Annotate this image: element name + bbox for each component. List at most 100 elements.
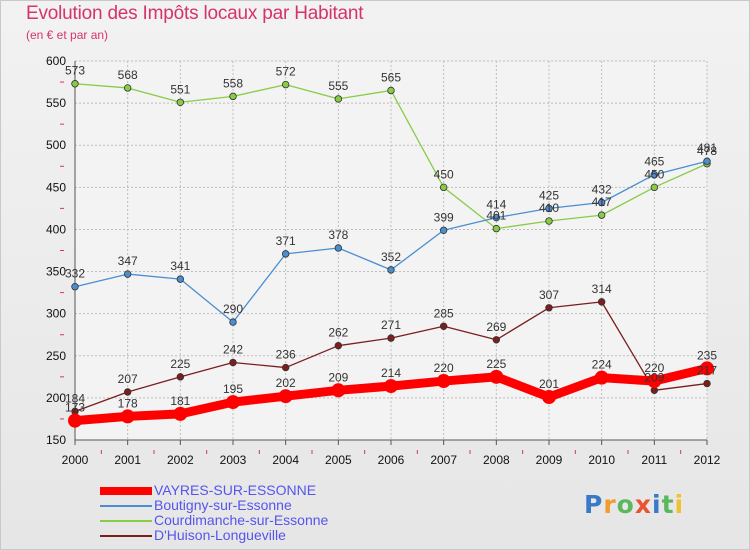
data-point [387, 266, 395, 274]
data-label: 572 [276, 65, 296, 79]
data-label: 478 [697, 144, 717, 158]
data-label: 173 [65, 401, 85, 415]
legend-swatch [100, 487, 152, 495]
logo-letter: P [584, 490, 604, 519]
y-tick-label: 150 [46, 433, 66, 447]
x-tick-label: 2002 [167, 453, 194, 467]
data-label: 417 [592, 195, 612, 209]
data-point [229, 358, 237, 367]
data-point [545, 304, 553, 312]
data-point [229, 318, 237, 326]
data-label: 314 [592, 282, 612, 296]
logo-letter: x [634, 490, 652, 519]
series-layer [68, 80, 714, 428]
legend-item: Boutigny-sur-Essonne [100, 497, 420, 513]
data-label: 242 [223, 343, 243, 357]
legend-swatch [100, 520, 152, 522]
data-point [173, 406, 188, 421]
data-point [545, 204, 553, 213]
data-point [71, 80, 79, 88]
logo-letter: r [603, 490, 617, 519]
data-label: 481 [697, 141, 717, 155]
y-tick-label: 550 [46, 96, 66, 110]
data-point [71, 283, 79, 291]
data-point [176, 275, 185, 283]
data-point [278, 389, 293, 404]
data-label: 341 [170, 259, 190, 273]
y-tick-label: 350 [46, 265, 66, 279]
legend-label: D'Huison-Longueville [154, 527, 286, 543]
data-label: 225 [486, 357, 506, 371]
data-label: 401 [486, 209, 506, 223]
data-label: 573 [65, 64, 85, 78]
data-point [281, 363, 290, 372]
data-point [650, 170, 659, 179]
data-label: 551 [170, 82, 190, 96]
data-labels: 573 568 551 558 572 555 565 450 401 410 417 450 478 3… [65, 64, 717, 415]
data-label: 195 [223, 382, 243, 396]
data-point [331, 383, 346, 398]
chart-title: Evolution des Impôts locaux par Habitant [26, 3, 364, 24]
data-label: 201 [539, 377, 559, 391]
data-label: 236 [276, 348, 296, 362]
legend-item: D'Huison-Longueville [100, 527, 420, 543]
y-tick-label: 200 [46, 391, 66, 405]
data-point [436, 374, 451, 389]
data-point [703, 157, 711, 165]
data-label: 450 [434, 167, 454, 181]
data-point [68, 413, 82, 428]
data-point [123, 84, 132, 92]
data-label: 555 [328, 79, 348, 93]
data-label: 178 [118, 396, 138, 410]
data-label: 352 [381, 250, 401, 264]
y-tick-label: 400 [46, 222, 66, 236]
data-point [334, 95, 343, 103]
data-point [542, 390, 556, 405]
data-point [120, 409, 135, 424]
x-tick-label: 2005 [325, 453, 352, 467]
data-point [597, 298, 606, 306]
legend-swatch [100, 535, 152, 537]
data-label: 432 [592, 182, 612, 196]
data-point [492, 336, 501, 344]
data-label: 207 [118, 372, 138, 386]
axes: 150 200 250 300 350 400 450 500 550 600 2000 2001 20… [46, 54, 721, 467]
data-label: 220 [434, 361, 454, 375]
x-tick-label: 2004 [272, 453, 299, 467]
data-label: 465 [644, 155, 664, 169]
data-point [597, 198, 606, 207]
x-tick-label: 2007 [430, 453, 457, 467]
data-point [647, 374, 662, 389]
legend-label: Courdimanche-sur-Essonne [154, 512, 329, 528]
data-point [650, 183, 659, 192]
data-point [229, 92, 237, 101]
logo-letter: i [652, 490, 662, 519]
data-label: 269 [486, 320, 506, 334]
logo-letter: t [661, 490, 675, 519]
data-label: 290 [223, 302, 243, 316]
data-label: 220 [644, 361, 664, 375]
data-label: 347 [118, 254, 138, 268]
data-point [387, 334, 395, 342]
legend-item: VAYRES-SUR-ESSONNE [100, 482, 420, 498]
y-tick-label: 250 [46, 349, 66, 363]
y-tick-label: 500 [46, 138, 66, 152]
data-label: 209 [644, 370, 664, 384]
data-label: 235 [697, 348, 717, 362]
x-tick-label: 2008 [483, 453, 510, 467]
data-point [703, 379, 711, 388]
x-tick-label: 2003 [220, 453, 247, 467]
data-label: 558 [223, 76, 243, 90]
data-label: 181 [170, 394, 190, 408]
data-point [545, 217, 553, 225]
data-label: 568 [118, 68, 138, 82]
data-point [439, 226, 448, 234]
data-point [492, 213, 501, 222]
data-point [439, 183, 448, 192]
data-label: 217 [697, 364, 717, 378]
data-point [334, 341, 343, 350]
data-label: 399 [434, 210, 454, 224]
data-point [594, 370, 609, 385]
x-tick-label: 2009 [536, 453, 563, 467]
